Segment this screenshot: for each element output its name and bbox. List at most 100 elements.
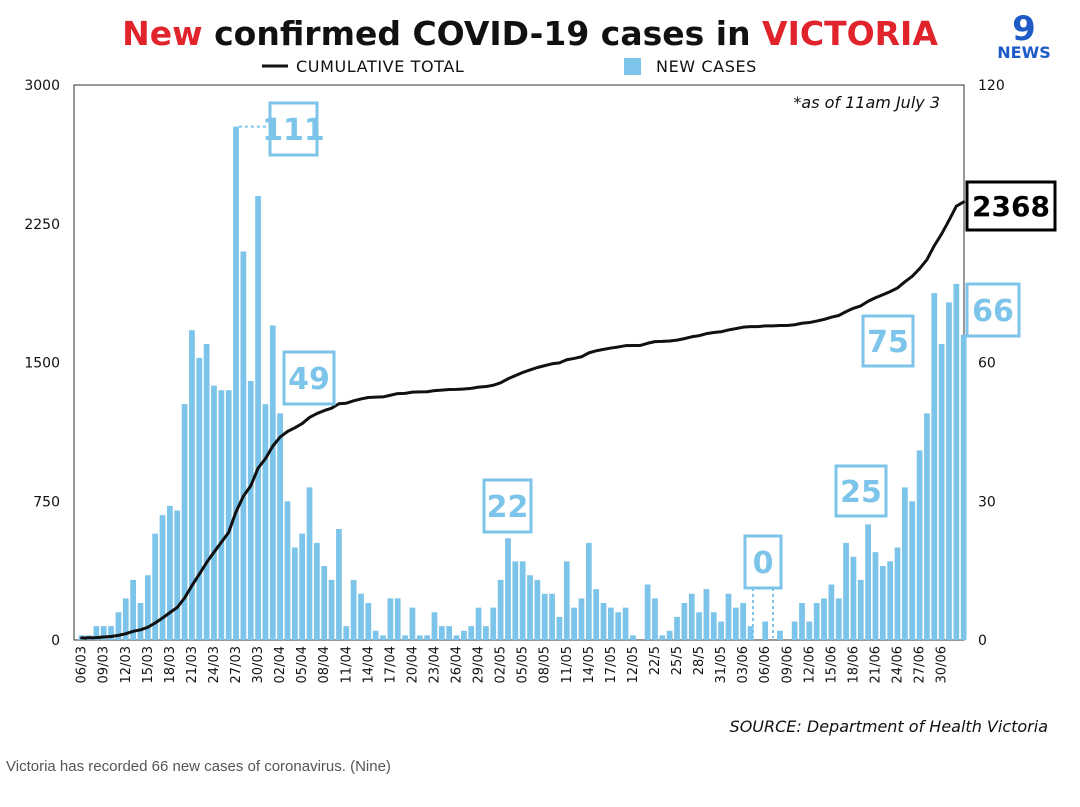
source-note: SOURCE: Department of Health Victoria: [730, 717, 1048, 736]
x-axis-tick: 20/04: [405, 646, 420, 683]
new-cases-bar: [681, 603, 688, 640]
new-cases-bar: [152, 533, 159, 641]
new-cases-bar: [211, 385, 217, 641]
x-axis-tick: 30/03: [251, 646, 266, 683]
new-cases-bar: [343, 626, 350, 641]
x-axis-tick: 12/03: [119, 646, 134, 683]
new-cases-bar: [262, 404, 269, 641]
left-axis-tick: 1500: [24, 356, 60, 372]
x-axis-tick: 27/03: [229, 646, 244, 683]
x-axis-tick: 02/05: [494, 646, 509, 683]
new-cases-bar: [372, 630, 379, 640]
new-cases-bar: [144, 575, 151, 640]
callout-label: 66: [972, 294, 1014, 329]
new-cases-bar: [843, 542, 849, 641]
new-cases-bar: [887, 561, 894, 641]
new-cases-bar: [299, 533, 306, 641]
x-axis-tick: 05/04: [295, 646, 310, 683]
new-cases-bar: [703, 589, 710, 641]
logo-text: NEWS: [997, 43, 1051, 62]
right-axis-tick: 120: [978, 78, 1005, 94]
x-axis-tick: 11/04: [339, 646, 354, 683]
new-cases-bar: [424, 635, 430, 641]
new-cases-bar: [505, 538, 511, 640]
new-cases-bar: [652, 598, 658, 641]
left-axis-tick: 3000: [24, 78, 60, 94]
x-axis-tick: 17/04: [383, 646, 398, 683]
logo-mark: 9: [1012, 9, 1036, 49]
new-cases-bar: [108, 626, 114, 641]
new-cases-bar: [174, 510, 181, 640]
x-axis-tick: 09/03: [97, 646, 112, 683]
new-cases-bar: [380, 635, 386, 641]
new-cases-bar: [806, 621, 813, 640]
new-cases-bar: [762, 621, 769, 640]
callout-box: [965, 282, 1021, 338]
new-cases-bar: [461, 630, 467, 640]
new-cases-bar: [203, 344, 210, 640]
x-axis-tick: 11/05: [560, 646, 575, 683]
new-cases-bar: [593, 589, 600, 641]
x-axis-tick: 29/04: [472, 646, 487, 683]
new-cases-bar: [732, 607, 739, 641]
new-cases-bar: [167, 505, 173, 641]
left-axis-tick: 750: [33, 494, 60, 510]
cumulative-line-layer: [80, 200, 966, 640]
callout-label: 0: [753, 546, 774, 581]
final-total-label: 2368: [972, 190, 1050, 223]
new-cases-bar: [475, 607, 482, 641]
legend-bar-label: NEW CASES: [656, 57, 757, 76]
new-cases-bar: [431, 612, 438, 640]
new-cases-bar: [284, 501, 291, 640]
new-cases-bar: [740, 603, 747, 640]
new-cases-bar: [747, 626, 754, 641]
right-axis-tick: 60: [978, 356, 996, 372]
callouts: 111 49 22 0 25 75 66 2368: [238, 101, 1057, 638]
new-cases-bar: [233, 126, 239, 641]
new-cases-bar: [946, 302, 952, 640]
x-axis-tick: 18/03: [163, 646, 178, 683]
new-cases-bar: [402, 635, 408, 641]
x-axis-tick: 02/04: [273, 646, 288, 683]
x-axis-tick: 14/05: [582, 646, 597, 683]
callout-box: [861, 314, 915, 368]
new-cases-bar: [600, 603, 607, 640]
new-cases-bar: [615, 612, 622, 640]
callout-label: 111: [262, 113, 325, 148]
new-cases-bar: [100, 626, 107, 641]
new-cases-bar: [644, 584, 651, 640]
new-cases-bar: [218, 390, 225, 640]
new-cases-bar: [696, 612, 702, 640]
new-cases-bar: [857, 579, 864, 641]
new-cases-bar: [468, 626, 475, 641]
new-cases-bar: [916, 450, 923, 641]
x-axis-tick: 18/06: [846, 646, 861, 683]
new-cases-bar: [924, 413, 930, 641]
new-cases-bar: [585, 542, 592, 641]
callout-label: 75: [867, 325, 909, 360]
x-axis-tick: 12/05: [626, 646, 641, 683]
title-part-victoria: VICTORIA: [762, 14, 938, 53]
new-cases-bar: [563, 561, 570, 641]
image-caption: Victoria has recorded 66 new cases of co…: [6, 758, 391, 775]
new-cases-bar: [453, 635, 460, 641]
new-cases-bar: [225, 390, 232, 640]
x-axis-tick: 15/03: [141, 646, 156, 683]
new-cases-bar: [879, 566, 886, 640]
legend-line-label: CUMULATIVE TOTAL: [296, 57, 464, 76]
new-cases-bar: [409, 607, 416, 641]
new-cases-bar: [196, 357, 203, 641]
new-cases-bar: [483, 626, 489, 641]
x-axis-tick: 06/03: [75, 646, 90, 683]
new-cases-bar: [328, 579, 335, 641]
x-axis-tick: 21/03: [185, 646, 200, 683]
new-cases-bar: [791, 621, 798, 640]
x-axis-tick: 14/04: [361, 646, 376, 683]
new-cases-bar: [688, 593, 695, 640]
new-cases-bar: [159, 515, 166, 641]
new-cases-bar: [497, 579, 504, 641]
x-axis-tick: 26/04: [450, 646, 465, 683]
callout-box: [743, 534, 783, 590]
new-cases-bar: [358, 593, 364, 640]
